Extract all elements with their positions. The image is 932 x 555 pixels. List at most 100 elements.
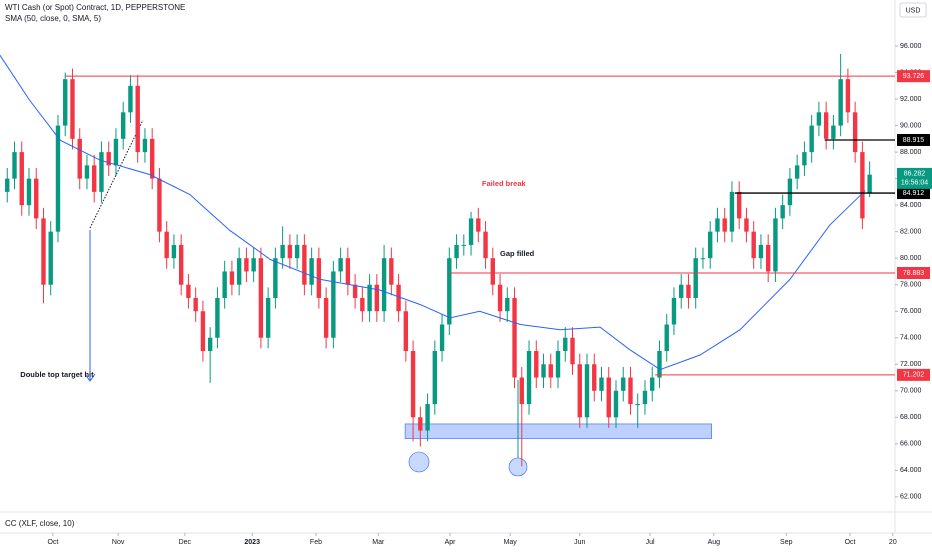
candle-body xyxy=(860,152,865,219)
candle-body xyxy=(287,244,293,259)
y-tick-label: 78.000 xyxy=(900,282,922,289)
candle-body xyxy=(92,165,97,192)
candle-body xyxy=(41,218,46,285)
candle-body xyxy=(128,85,133,113)
candle-body xyxy=(700,258,706,260)
candle-body xyxy=(200,311,206,352)
candle-body xyxy=(280,244,285,259)
y-tick-label: 90.000 xyxy=(900,122,922,129)
candle-body xyxy=(120,112,126,139)
candle-body xyxy=(425,404,430,431)
level-label-box xyxy=(897,187,930,200)
candle-body xyxy=(360,297,365,312)
candle-body xyxy=(831,125,836,139)
x-tick-label: Jun xyxy=(574,539,585,546)
candle-body xyxy=(186,284,191,298)
candle-body xyxy=(650,377,655,391)
candle-body xyxy=(265,297,271,338)
x-tick-label: Apr xyxy=(445,539,457,546)
candle-body xyxy=(26,178,32,206)
candle-body xyxy=(164,231,169,259)
candle-body xyxy=(142,138,148,153)
level-label: 78.883 xyxy=(903,270,925,277)
candle-body xyxy=(664,324,669,352)
candle-body xyxy=(106,152,111,166)
candle-body xyxy=(258,258,264,338)
candle-body xyxy=(294,244,300,259)
last-price-box xyxy=(897,167,932,189)
low-circle xyxy=(408,451,430,473)
trend-dotted xyxy=(89,119,144,229)
candle-body xyxy=(171,244,177,259)
candle-body xyxy=(178,244,184,285)
candle-body xyxy=(84,165,90,179)
candle-body xyxy=(606,377,611,418)
candle-body xyxy=(476,218,481,232)
candle-body xyxy=(244,258,249,272)
candle-body xyxy=(5,178,10,192)
y-tick-label: 88.000 xyxy=(900,149,922,156)
candle-body xyxy=(439,324,445,352)
candle-body xyxy=(345,258,351,285)
level-label-box xyxy=(897,368,930,381)
candle-body xyxy=(845,79,851,113)
candle-body xyxy=(736,191,742,219)
candle-body xyxy=(207,337,213,352)
x-tick-label: Sep xyxy=(780,539,793,546)
candle-body xyxy=(497,284,503,312)
y-tick-label: 92.000 xyxy=(900,96,922,103)
candle-body xyxy=(273,258,278,298)
candle-body xyxy=(671,297,677,325)
candle-body xyxy=(613,390,619,418)
candle-body xyxy=(63,79,68,126)
x-tick-label: Dec xyxy=(179,539,192,546)
candle-body xyxy=(751,231,756,259)
y-tick-label: 82.000 xyxy=(900,229,922,236)
candle-body xyxy=(135,85,140,153)
candle-body xyxy=(338,258,343,272)
low-circle xyxy=(508,457,528,477)
candle-body xyxy=(149,138,155,179)
candle-body xyxy=(599,377,604,391)
annotation: Double top target hit xyxy=(20,370,94,379)
annotation: Gap filled xyxy=(500,249,535,258)
candle-body xyxy=(729,191,735,232)
y-tick-label: 68.000 xyxy=(900,414,922,421)
candle-body xyxy=(381,258,387,312)
x-tick-label: 2023 xyxy=(244,539,260,546)
y-tick-label: 70.000 xyxy=(900,388,922,395)
level-label-box xyxy=(897,70,930,83)
candle-body xyxy=(758,244,764,259)
currency-box[interactable] xyxy=(899,2,927,18)
candle-body xyxy=(809,125,814,153)
x-tick-label: Jul xyxy=(646,539,655,546)
candle-body xyxy=(331,271,336,338)
candle-body xyxy=(215,297,220,338)
candle-body xyxy=(686,284,691,298)
x-tick-label: Mar xyxy=(372,539,385,546)
candle-body xyxy=(454,244,459,259)
candle-body xyxy=(628,377,633,405)
candle-body xyxy=(418,417,423,431)
candle-body xyxy=(236,258,242,285)
x-tick-label: 20 xyxy=(889,539,897,546)
candle-body xyxy=(403,311,409,352)
candle-body xyxy=(693,258,698,298)
candle-body xyxy=(635,404,640,406)
candle-body xyxy=(534,351,539,378)
candle-body xyxy=(19,152,24,206)
candle-body xyxy=(570,337,575,365)
x-tick-label: Oct xyxy=(845,539,856,546)
x-tick-label: May xyxy=(504,539,518,546)
candle-body xyxy=(432,351,438,405)
candle-body xyxy=(642,390,648,405)
y-tick-label: 80.000 xyxy=(900,255,922,262)
support-zone xyxy=(404,423,712,439)
candle-body xyxy=(512,297,517,378)
candle-body xyxy=(657,351,662,378)
level-label-box xyxy=(897,133,930,146)
candle-body xyxy=(794,165,800,179)
candle-body xyxy=(592,364,597,391)
candle-body xyxy=(765,244,771,272)
